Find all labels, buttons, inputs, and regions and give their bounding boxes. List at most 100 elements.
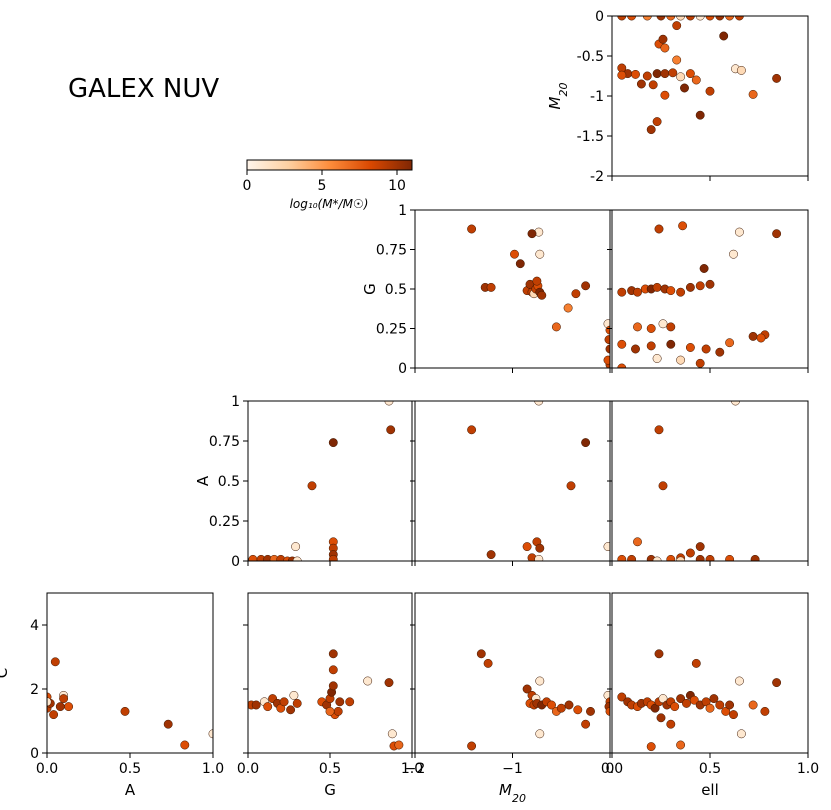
scatter-point — [748, 700, 758, 710]
scatter-point — [699, 264, 709, 273]
scatter-point — [729, 710, 738, 720]
scatter-point — [208, 729, 213, 739]
x-tick-label: 0.5 — [319, 761, 341, 777]
scatter-point — [736, 729, 746, 739]
scatter-point — [515, 259, 525, 269]
x-tick-label: 0.5 — [699, 761, 721, 777]
y-tick-label: 0.5 — [218, 474, 240, 490]
scatter-point — [701, 697, 711, 707]
scatter-point — [705, 16, 715, 21]
scatter-point — [705, 554, 715, 561]
scatter-point — [652, 282, 662, 292]
scatter-point — [522, 684, 532, 694]
scatter-point — [384, 678, 394, 688]
scatter-point — [734, 676, 744, 686]
scatter-point — [666, 286, 676, 296]
scatter-point — [633, 322, 642, 332]
scatter-point — [750, 554, 760, 561]
scatter-point — [676, 287, 686, 297]
scatter-point — [648, 80, 658, 90]
x-tick-label: −2 — [405, 761, 426, 777]
scatter-point — [734, 16, 744, 21]
scatter-point — [571, 289, 581, 299]
scatter-point — [328, 681, 338, 691]
scatter-point — [251, 700, 261, 710]
scatter-point — [705, 703, 715, 713]
scatter-point — [652, 69, 662, 79]
scatter-point — [292, 698, 302, 708]
scatter-point — [248, 554, 258, 561]
scatter-points — [467, 649, 610, 751]
scatter-panel-ell-vs-m20: 0 -0.5 -1 -1.5 -2 M20 — [546, 9, 809, 185]
scatter-point — [564, 700, 574, 710]
scatter-point — [658, 34, 668, 44]
scatter-points — [467, 401, 610, 561]
axes-frame — [611, 592, 809, 754]
colorbar-gradient — [246, 159, 413, 171]
scatter-point — [604, 335, 610, 345]
scatter-point — [682, 698, 691, 708]
scatter-point — [603, 355, 610, 365]
axes-frame — [247, 592, 413, 754]
scatter-point — [534, 554, 544, 561]
scatter-point — [695, 358, 705, 368]
scatter-point — [483, 658, 493, 668]
scatter-points — [617, 16, 782, 135]
x-axis-label: ell — [701, 781, 719, 799]
scatter-point — [666, 719, 676, 729]
scatter-point — [676, 740, 686, 750]
scatter-point — [333, 706, 343, 716]
scatter-point — [685, 16, 695, 21]
scatter-point — [467, 741, 477, 751]
scatter-point — [691, 658, 701, 668]
y-axis-label: G — [361, 283, 379, 295]
scatter-point — [289, 690, 299, 700]
scatter-point — [695, 16, 705, 21]
scatter-point — [486, 282, 496, 292]
scatter-point — [709, 694, 719, 704]
y-axis-label: A — [194, 475, 212, 486]
scatter-panels: 0-0.5-1-1.5-2M2010.750.50.250G10.750.50.… — [0, 9, 819, 805]
scatter-point — [627, 554, 637, 561]
x-tick-label: 0.5 — [119, 761, 141, 777]
y-tick-label: -0.5 — [577, 49, 604, 65]
scatter-point — [59, 694, 69, 704]
scatter-point — [617, 692, 627, 702]
scatter-panel-a-vs-c: 0.0 0.5 1.0 4 2 0 A C — [0, 592, 224, 799]
scatter-point — [335, 697, 345, 707]
scatter-point — [725, 16, 735, 21]
scatter-point — [652, 354, 662, 363]
scatter-point — [532, 276, 542, 286]
scatter-point — [666, 322, 676, 332]
scatter-point — [654, 425, 664, 435]
scatter-point — [748, 89, 758, 99]
x-axis-label: M20 — [499, 781, 526, 805]
scatter-point — [617, 339, 627, 349]
scatter-point — [328, 665, 338, 675]
y-tick-label: -1.5 — [577, 129, 604, 145]
x-tick-label: 0.0 — [601, 761, 623, 777]
scatter-point — [672, 21, 682, 31]
scatter-point — [486, 550, 496, 560]
scatter-panel-m20-vs-c: −2 −1 0 M20 — [405, 592, 614, 805]
scatter-point — [279, 697, 289, 707]
y-tick-label: 0.75 — [209, 434, 240, 450]
scatter-point — [725, 554, 735, 561]
axes-frame — [414, 592, 611, 754]
axes-frame — [46, 592, 214, 754]
y-tick-label: 4 — [30, 618, 39, 634]
scatter-point — [563, 303, 573, 313]
scatter-panel-g-vs-a: 1 0.75 0.5 0.25 0 A — [194, 394, 413, 570]
scatter-point — [660, 90, 670, 100]
scatter-point — [527, 229, 537, 239]
scatter-point — [715, 347, 725, 357]
scatter-point — [685, 548, 695, 558]
scatter-point — [535, 729, 545, 739]
scatter-point — [627, 16, 637, 21]
scatter-points — [47, 657, 213, 750]
scatter-point — [363, 676, 373, 686]
scatter-point — [263, 702, 273, 712]
x-tick-label: 1.0 — [202, 761, 224, 777]
scatter-point — [678, 221, 688, 231]
scatter-point — [680, 83, 689, 93]
